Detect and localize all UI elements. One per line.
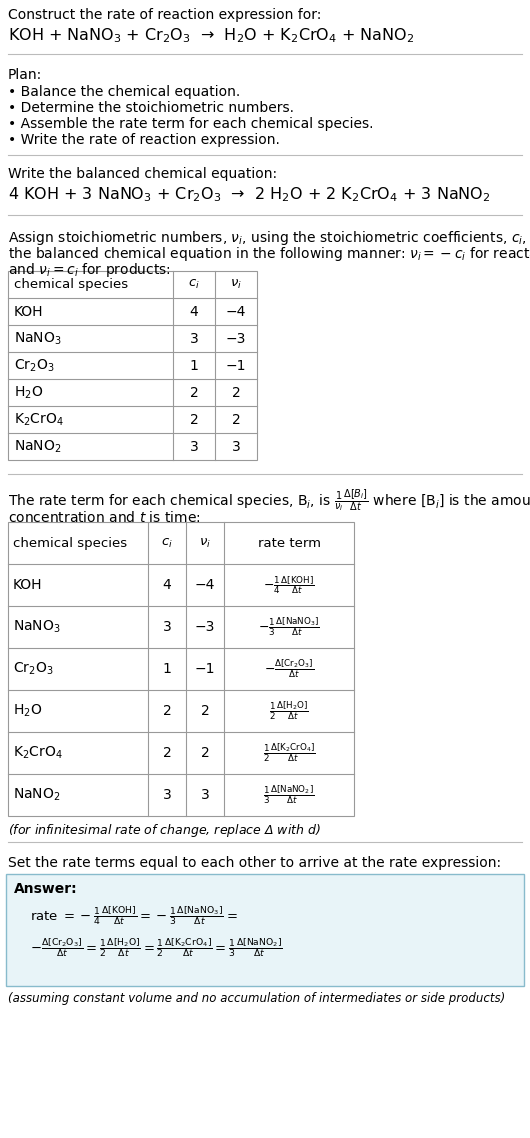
Bar [8,522,354,816]
Text: KOH + NaNO$_3$ + Cr$_2$O$_3$  →  H$_2$O + K$_2$CrO$_4$ + NaNO$_2$: KOH + NaNO$_3$ + Cr$_2$O$_3$ → H$_2$O + … [8,26,414,44]
Text: Assign stoichiometric numbers, $\nu_i$, using the stoichiometric coefficients, $: Assign stoichiometric numbers, $\nu_i$, … [8,229,530,247]
Text: $\frac{1}{2}\frac{\Delta[\mathrm{H_2O}]}{\Delta t}$: $\frac{1}{2}\frac{\Delta[\mathrm{H_2O}]}… [269,700,309,723]
Text: • Write the rate of reaction expression.: • Write the rate of reaction expression. [8,133,280,147]
Text: 4: 4 [190,305,198,319]
Text: 4: 4 [163,578,171,592]
Text: K$_2$CrO$_4$: K$_2$CrO$_4$ [14,411,64,428]
Text: H$_2$O: H$_2$O [13,703,42,719]
Text: NaNO$_3$: NaNO$_3$ [14,330,61,347]
Text: 2: 2 [232,386,241,399]
Text: rate $= -\frac{1}{4}\frac{\Delta[\mathrm{KOH}]}{\Delta t} = -\frac{1}{3}\frac{\D: rate $= -\frac{1}{4}\frac{\Delta[\mathrm… [30,904,237,926]
Text: $-\frac{1}{3}\frac{\Delta[\mathrm{NaNO_3}]}{\Delta t}$: $-\frac{1}{3}\frac{\Delta[\mathrm{NaNO_3… [258,616,320,638]
Bar [8,271,257,460]
Text: • Assemble the rate term for each chemical species.: • Assemble the rate term for each chemic… [8,117,374,131]
Text: rate term: rate term [258,536,321,550]
Text: 2: 2 [201,704,209,718]
Text: 3: 3 [190,331,198,346]
Text: $c_i$: $c_i$ [188,278,200,291]
Text: • Determine the stoichiometric numbers.: • Determine the stoichiometric numbers. [8,101,294,115]
Text: NaNO$_2$: NaNO$_2$ [13,786,60,803]
Text: H$_2$O: H$_2$O [14,385,43,401]
Text: 2: 2 [201,747,209,760]
Text: −1: −1 [195,662,215,676]
Text: Cr$_2$O$_3$: Cr$_2$O$_3$ [13,661,54,677]
Text: −1: −1 [226,358,246,372]
Text: 3: 3 [163,787,171,802]
Text: 3: 3 [232,439,241,454]
Text: $c_i$: $c_i$ [161,536,173,550]
Text: $-\frac{\Delta[\mathrm{Cr_2O_3}]}{\Delta t} = \frac{1}{2}\frac{\Delta[\mathrm{H_: $-\frac{\Delta[\mathrm{Cr_2O_3}]}{\Delta… [30,935,283,959]
Text: Set the rate terms equal to each other to arrive at the rate expression:: Set the rate terms equal to each other t… [8,856,501,869]
Text: 2: 2 [163,704,171,718]
Text: KOH: KOH [13,578,42,592]
Text: 2: 2 [163,747,171,760]
Text: 1: 1 [190,358,198,372]
Text: the balanced chemical equation in the following manner: $\nu_i = -c_i$ for react: the balanced chemical equation in the fo… [8,245,530,263]
Text: $-\frac{\Delta[\mathrm{Cr_2O_3}]}{\Delta t}$: $-\frac{\Delta[\mathrm{Cr_2O_3}]}{\Delta… [264,658,314,681]
Text: 1: 1 [163,662,171,676]
Text: KOH: KOH [14,305,43,319]
Bar [6,874,524,986]
Text: NaNO$_2$: NaNO$_2$ [14,438,61,455]
Text: Plan:: Plan: [8,68,42,82]
Text: concentration and $t$ is time:: concentration and $t$ is time: [8,510,201,525]
Text: 4 KOH + 3 NaNO$_3$ + Cr$_2$O$_3$  →  2 H$_2$O + 2 K$_2$CrO$_4$ + 3 NaNO$_2$: 4 KOH + 3 NaNO$_3$ + Cr$_2$O$_3$ → 2 H$_… [8,185,490,204]
Text: $\nu_i$: $\nu_i$ [199,536,211,550]
Text: NaNO$_3$: NaNO$_3$ [13,619,61,635]
Text: 3: 3 [201,787,209,802]
Text: • Balance the chemical equation.: • Balance the chemical equation. [8,85,240,99]
Text: $\frac{1}{3}\frac{\Delta[\mathrm{NaNO_2}]}{\Delta t}$: $\frac{1}{3}\frac{\Delta[\mathrm{NaNO_2}… [263,784,315,807]
Text: Construct the rate of reaction expression for:: Construct the rate of reaction expressio… [8,8,321,22]
Text: 3: 3 [190,439,198,454]
Text: chemical species: chemical species [14,278,128,291]
Text: (for infinitesimal rate of change, replace Δ with $d$): (for infinitesimal rate of change, repla… [8,822,321,839]
Text: $\nu_i$: $\nu_i$ [230,278,242,291]
Text: and $\nu_i = c_i$ for products:: and $\nu_i = c_i$ for products: [8,261,171,279]
Text: Write the balanced chemical equation:: Write the balanced chemical equation: [8,167,277,181]
Text: K$_2$CrO$_4$: K$_2$CrO$_4$ [13,744,63,761]
Text: chemical species: chemical species [13,536,127,550]
Text: $-\frac{1}{4}\frac{\Delta[\mathrm{KOH}]}{\Delta t}$: $-\frac{1}{4}\frac{\Delta[\mathrm{KOH}]}… [263,574,315,596]
Text: −3: −3 [195,620,215,634]
Text: $\frac{1}{2}\frac{\Delta[\mathrm{K_2CrO_4}]}{\Delta t}$: $\frac{1}{2}\frac{\Delta[\mathrm{K_2CrO_… [263,742,315,765]
Text: 2: 2 [190,412,198,427]
Text: −4: −4 [195,578,215,592]
Text: (assuming constant volume and no accumulation of intermediates or side products): (assuming constant volume and no accumul… [8,992,505,1005]
Text: −3: −3 [226,331,246,346]
Text: −4: −4 [226,305,246,319]
Text: Answer:: Answer: [14,882,77,896]
Text: 2: 2 [190,386,198,399]
Text: 2: 2 [232,412,241,427]
Text: 3: 3 [163,620,171,634]
Text: The rate term for each chemical species, B$_i$, is $\frac{1}{\nu_i}\frac{\Delta[: The rate term for each chemical species,… [8,488,530,514]
Text: Cr$_2$O$_3$: Cr$_2$O$_3$ [14,357,55,373]
